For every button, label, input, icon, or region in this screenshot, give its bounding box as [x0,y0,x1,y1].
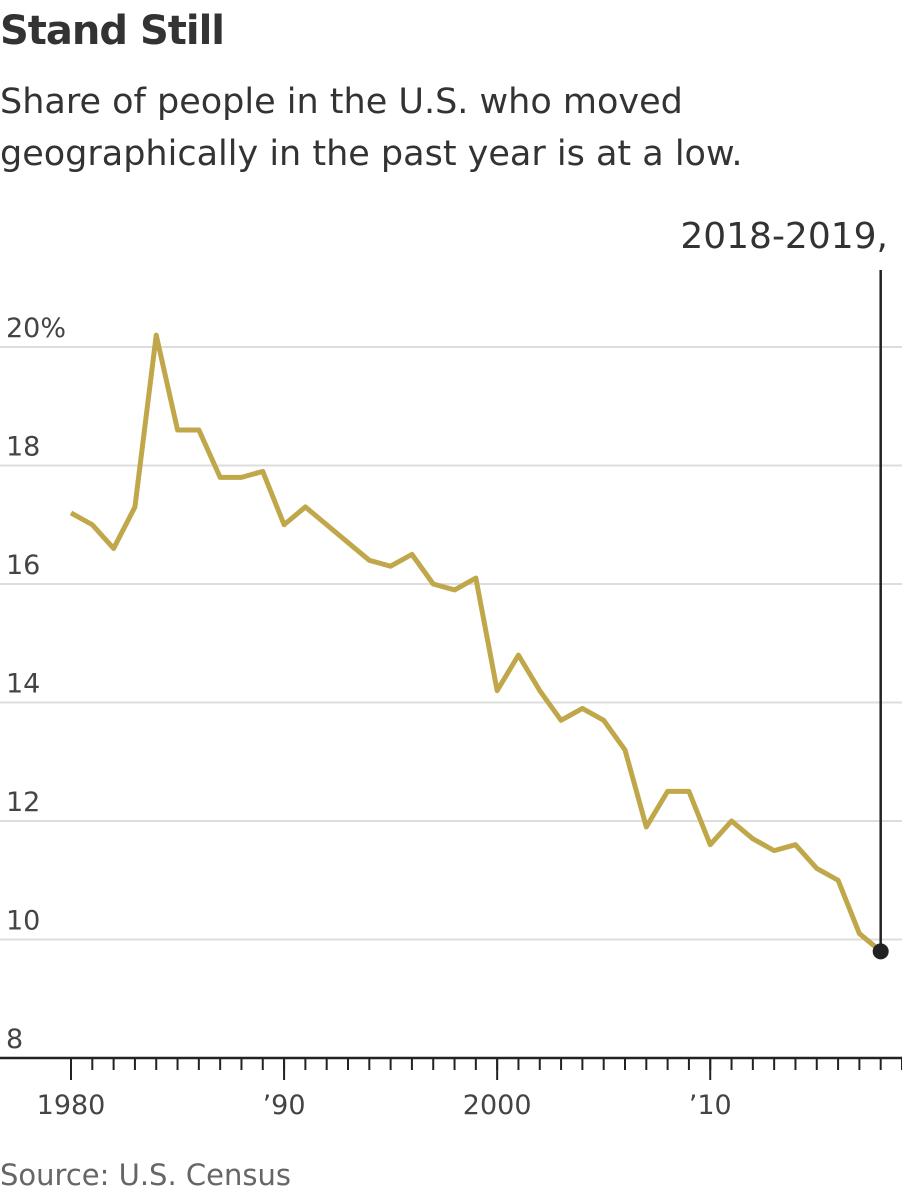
y-tick-label: 18 [6,432,40,463]
x-tick-label: 1980 [37,1090,106,1121]
chart-title: Stand Still [0,8,225,54]
y-tick-label: 10 [6,906,40,937]
y-tick-label: 14 [6,669,40,700]
x-tick-label: ’10 [689,1090,732,1121]
x-tick-label: ’90 [263,1090,306,1121]
y-tick-label: 20% [6,313,66,344]
source-note: Source: U.S. Census [0,1158,291,1192]
chart: 8 10 12 14 16 18 20% 1980 ’90 2000 ’10 2018-2019, [0,216,902,1121]
data-line [69,332,883,954]
end-point [872,943,889,960]
y-tick-label: 16 [6,550,40,581]
y-tick-label: 12 [6,787,40,818]
y-tick-label: 8 [6,1024,23,1055]
annotation: 2018-2019, [680,216,888,257]
x-tick-label: 2000 [463,1090,532,1121]
chart-subtitle: Share of people in the U.S. who moved ge… [0,82,743,174]
